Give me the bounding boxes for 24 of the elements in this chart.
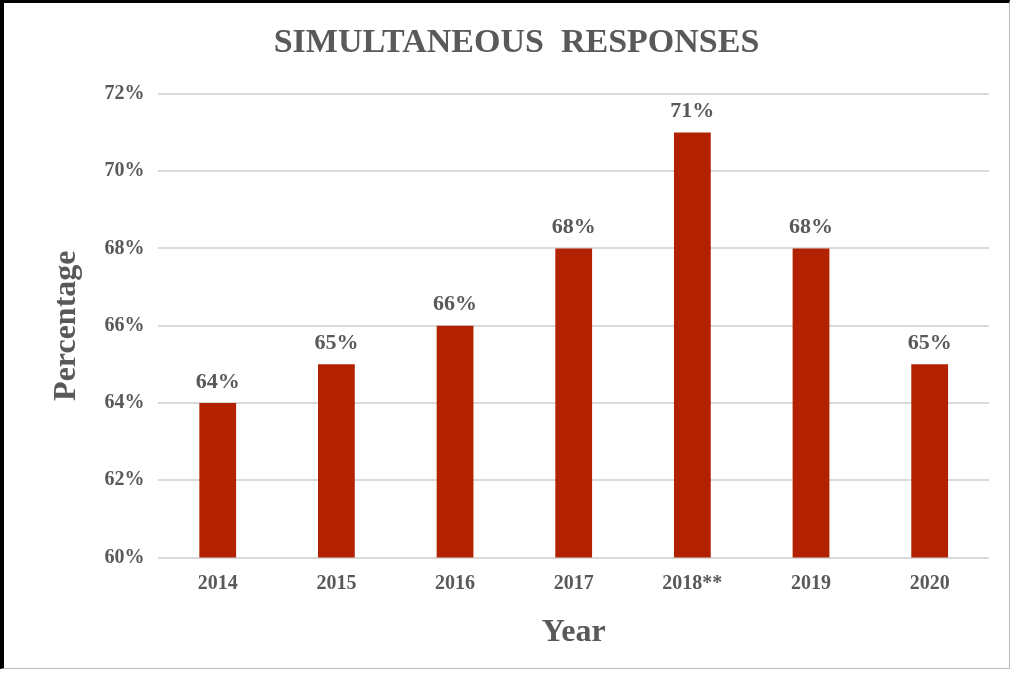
y-tick-label: 72%	[104, 80, 145, 103]
y-tick-label: 68%	[104, 235, 145, 258]
x-tick-label: 2017	[553, 570, 594, 593]
y-tick-label: 62%	[104, 467, 145, 490]
data-label: 71%	[670, 97, 715, 123]
y-tick-label: 60%	[104, 544, 145, 567]
data-label: 64%	[195, 367, 240, 393]
y-tick-label: 70%	[104, 158, 145, 181]
data-label: 65%	[907, 329, 952, 355]
y-tick-label: 66%	[104, 312, 145, 335]
chart-title: SIMULTANEOUS RESPONSES	[273, 22, 760, 60]
x-tick-label: 2016	[435, 570, 476, 593]
x-axis-title: Year	[541, 612, 606, 649]
x-tick-label: 2020	[909, 570, 950, 593]
data-label: 68%	[789, 213, 834, 239]
data-label: 66%	[433, 290, 478, 316]
y-axis-title: Percentage	[46, 250, 83, 401]
x-tick-label: 2019	[791, 570, 832, 593]
data-label: 68%	[551, 213, 596, 239]
x-tick-label: 2015	[316, 570, 357, 593]
x-tick-label: 2014	[197, 570, 238, 593]
x-tick-label: 2018**	[662, 570, 723, 593]
y-tick-label: 64%	[104, 390, 145, 413]
data-label: 65%	[314, 329, 359, 355]
